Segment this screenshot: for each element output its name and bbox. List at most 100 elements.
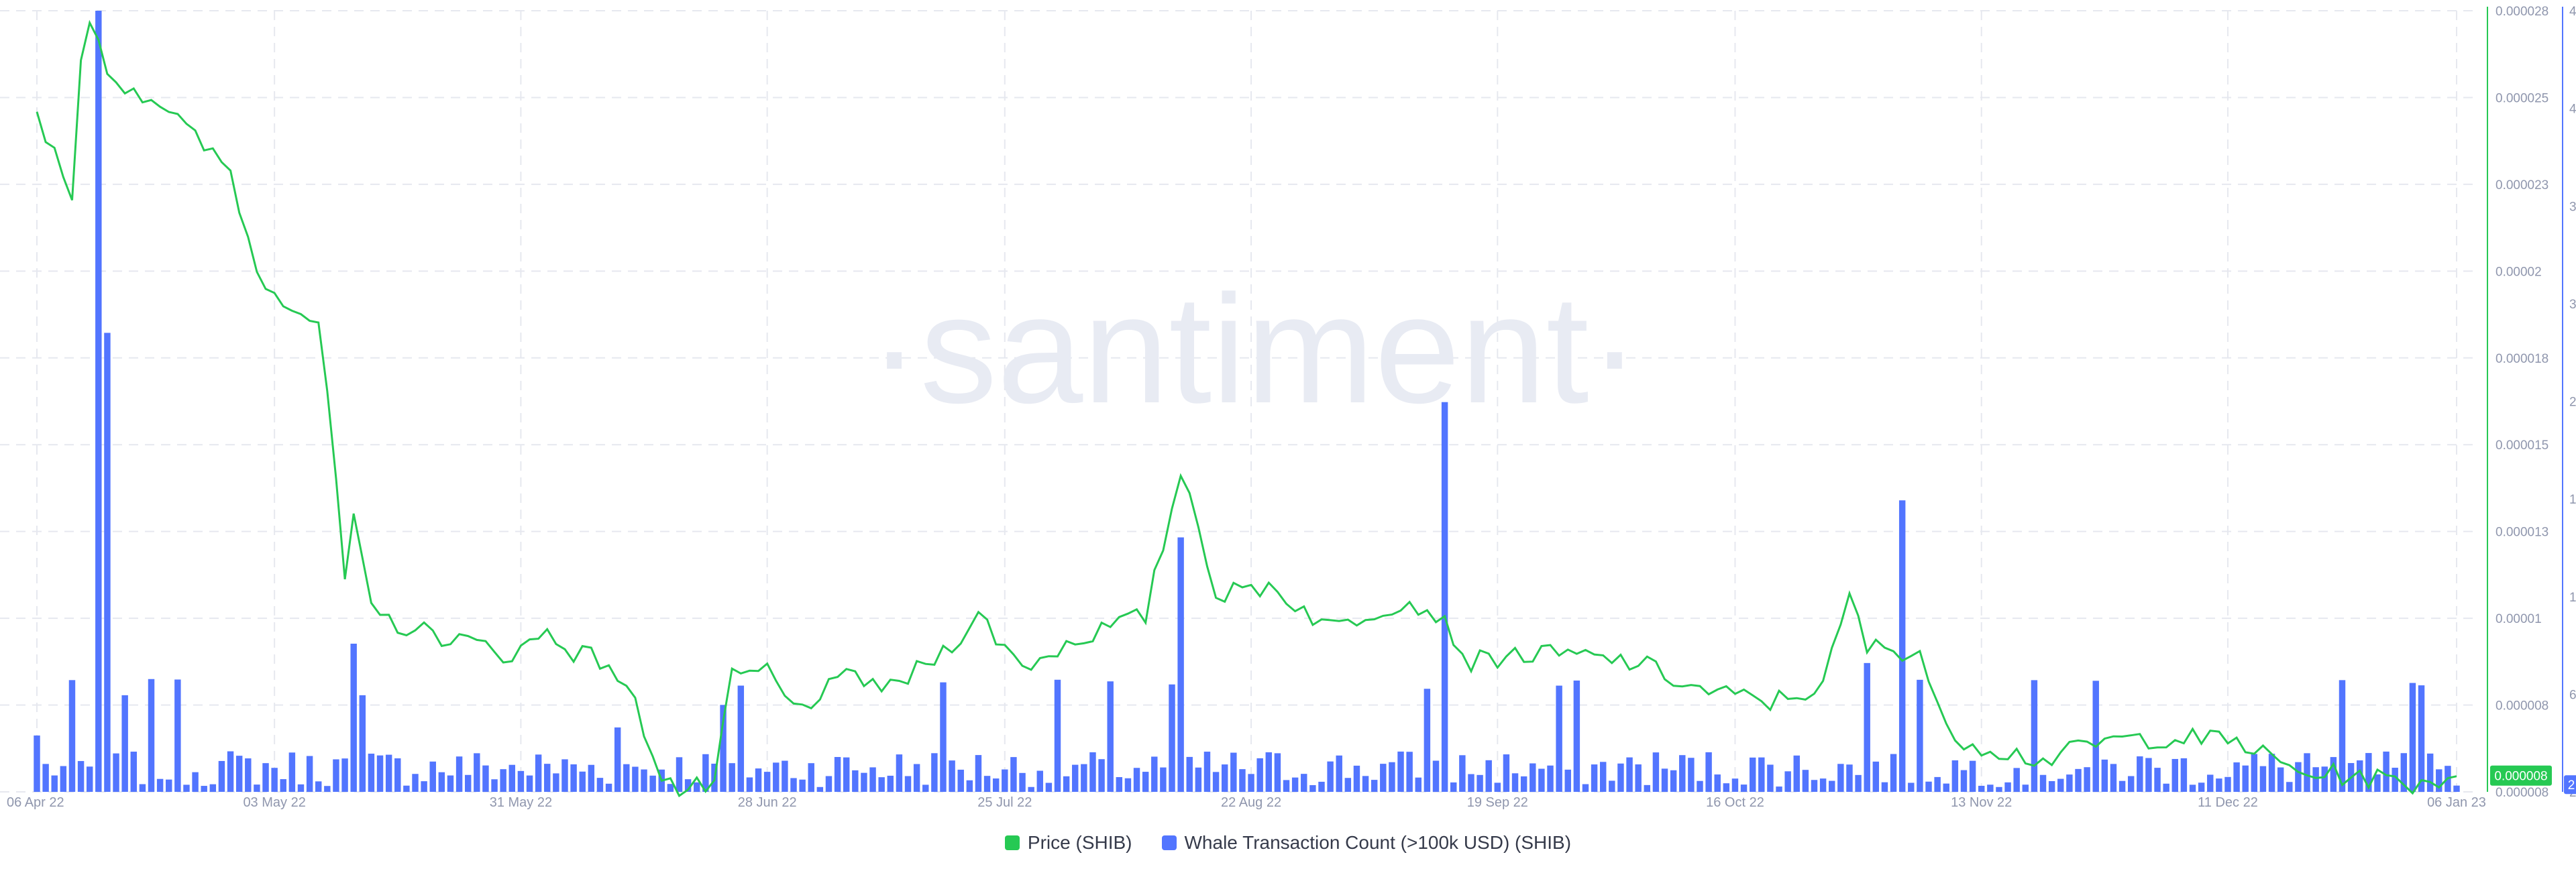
- whale-bar: [737, 685, 745, 792]
- whale-bar: [2048, 780, 2055, 792]
- whale-bar: [1925, 781, 1932, 792]
- whale-bar: [324, 786, 331, 792]
- whale-tick-label: 364: [2569, 200, 2576, 214]
- whale-tick-label: 425: [2569, 103, 2576, 117]
- whale-bar: [1283, 780, 1290, 792]
- price-badge-text: 0.000008: [2494, 770, 2547, 784]
- whale-bar: [1089, 752, 1096, 792]
- x-tick-label: 31 May 22: [490, 795, 552, 810]
- whale-bar: [887, 775, 894, 792]
- whale-bar: [2092, 681, 2099, 792]
- whale-bar: [60, 766, 67, 792]
- legend-item-whale[interactable]: Whale Transaction Count (>100k USD) (SHI…: [1161, 832, 1571, 854]
- whale-bar: [1740, 784, 1748, 792]
- whale-bar: [614, 727, 621, 792]
- whale-bar: [2171, 758, 2178, 792]
- whale-bar: [1265, 752, 1273, 792]
- whale-bar: [1881, 782, 1888, 792]
- whale-bar: [1661, 768, 1668, 792]
- whale-bar: [1573, 680, 1580, 792]
- whale-bar: [2374, 774, 2381, 792]
- whale-bar: [1309, 784, 1316, 792]
- whale-bar: [1415, 777, 1421, 792]
- whale-bar: [368, 754, 375, 792]
- whale-bar: [1318, 781, 1325, 792]
- x-tick-label: 22 Aug 22: [1221, 795, 1281, 810]
- whale-bar: [649, 775, 656, 792]
- whale-bar: [667, 784, 674, 792]
- whale-bar: [1731, 778, 1739, 792]
- legend-swatch-whale: [1161, 835, 1177, 850]
- price-badge: [2490, 765, 2552, 786]
- whale-bar: [755, 768, 762, 792]
- whale-bar: [1917, 679, 1923, 792]
- whale-bar: [2453, 785, 2460, 792]
- whale-bar: [280, 779, 286, 792]
- whale-bar: [183, 784, 190, 792]
- x-tick-label: 06 Jan 23: [2427, 795, 2486, 810]
- whale-bar: [1890, 754, 1897, 792]
- whale-bar: [1485, 760, 1492, 792]
- whale-bar: [1784, 771, 1791, 792]
- whale-bar: [1424, 689, 1431, 792]
- whale-bar: [376, 755, 384, 792]
- legend-item-price[interactable]: Price (SHIB): [1004, 832, 1132, 854]
- whale-bar: [447, 775, 454, 792]
- whale-bar: [412, 774, 419, 792]
- whale-bar: [491, 779, 498, 792]
- whale-bar: [2409, 683, 2416, 792]
- whale-bar: [1477, 774, 1483, 792]
- whale-bar: [455, 756, 463, 792]
- whale-bar: [34, 735, 40, 792]
- whale-bar: [350, 644, 357, 792]
- whale-bar: [2286, 782, 2293, 792]
- whale-bar: [975, 755, 982, 792]
- x-tick-label: 25 Jul 22: [977, 795, 1032, 810]
- whale-bar: [746, 777, 753, 792]
- whale-bar: [464, 774, 472, 792]
- whale-bar: [940, 682, 947, 792]
- price-tick-label: 0.000023: [2496, 178, 2548, 192]
- whale-bar: [1503, 754, 1510, 792]
- whale-bar: [104, 333, 111, 793]
- whale-bar: [1239, 769, 1246, 792]
- x-tick-label: 03 May 22: [243, 795, 305, 810]
- whale-bar: [1582, 784, 1589, 792]
- whale-bar: [1397, 751, 1404, 792]
- whale-bar: [1520, 776, 1527, 792]
- whale-bar: [1186, 756, 1193, 792]
- price-tick-label: 0.000013: [2496, 526, 2548, 540]
- whale-bar: [544, 764, 551, 792]
- price-tick-label: 0.000018: [2496, 352, 2548, 366]
- whale-bar: [394, 758, 401, 792]
- whale-bar: [676, 757, 683, 792]
- whale-bar: [385, 754, 392, 792]
- whale-bar: [579, 771, 586, 792]
- whale-bar: [553, 773, 559, 792]
- whale-bar: [1538, 768, 1545, 792]
- whale-bar: [1670, 770, 1677, 792]
- x-tick-label: 13 Nov 22: [1951, 795, 2012, 810]
- whale-bar: [1705, 752, 1712, 792]
- whale-bar: [1511, 773, 1519, 792]
- whale-bar: [271, 768, 278, 792]
- whale-bar: [2207, 774, 2214, 792]
- whale-bar: [843, 757, 850, 792]
- whale-bar: [852, 770, 859, 792]
- whale-bar: [341, 758, 348, 792]
- whale-bar: [2198, 782, 2205, 792]
- whale-bar: [861, 772, 867, 792]
- whale-bar: [421, 781, 427, 792]
- whale-bar: [1564, 769, 1571, 792]
- whale-bar: [2154, 768, 2161, 792]
- whale-bar: [1864, 662, 1870, 792]
- whale-bar: [922, 784, 929, 792]
- whale-tick-label: 242: [2569, 396, 2576, 410]
- whale-bar: [992, 778, 1000, 792]
- whale-bar: [1203, 752, 1211, 792]
- whale-bar: [1951, 760, 1959, 792]
- whale-bar: [2057, 778, 2064, 792]
- whale-bar: [949, 760, 955, 792]
- whale-bar: [904, 776, 912, 792]
- price-tick-label: 0.000015: [2496, 439, 2548, 453]
